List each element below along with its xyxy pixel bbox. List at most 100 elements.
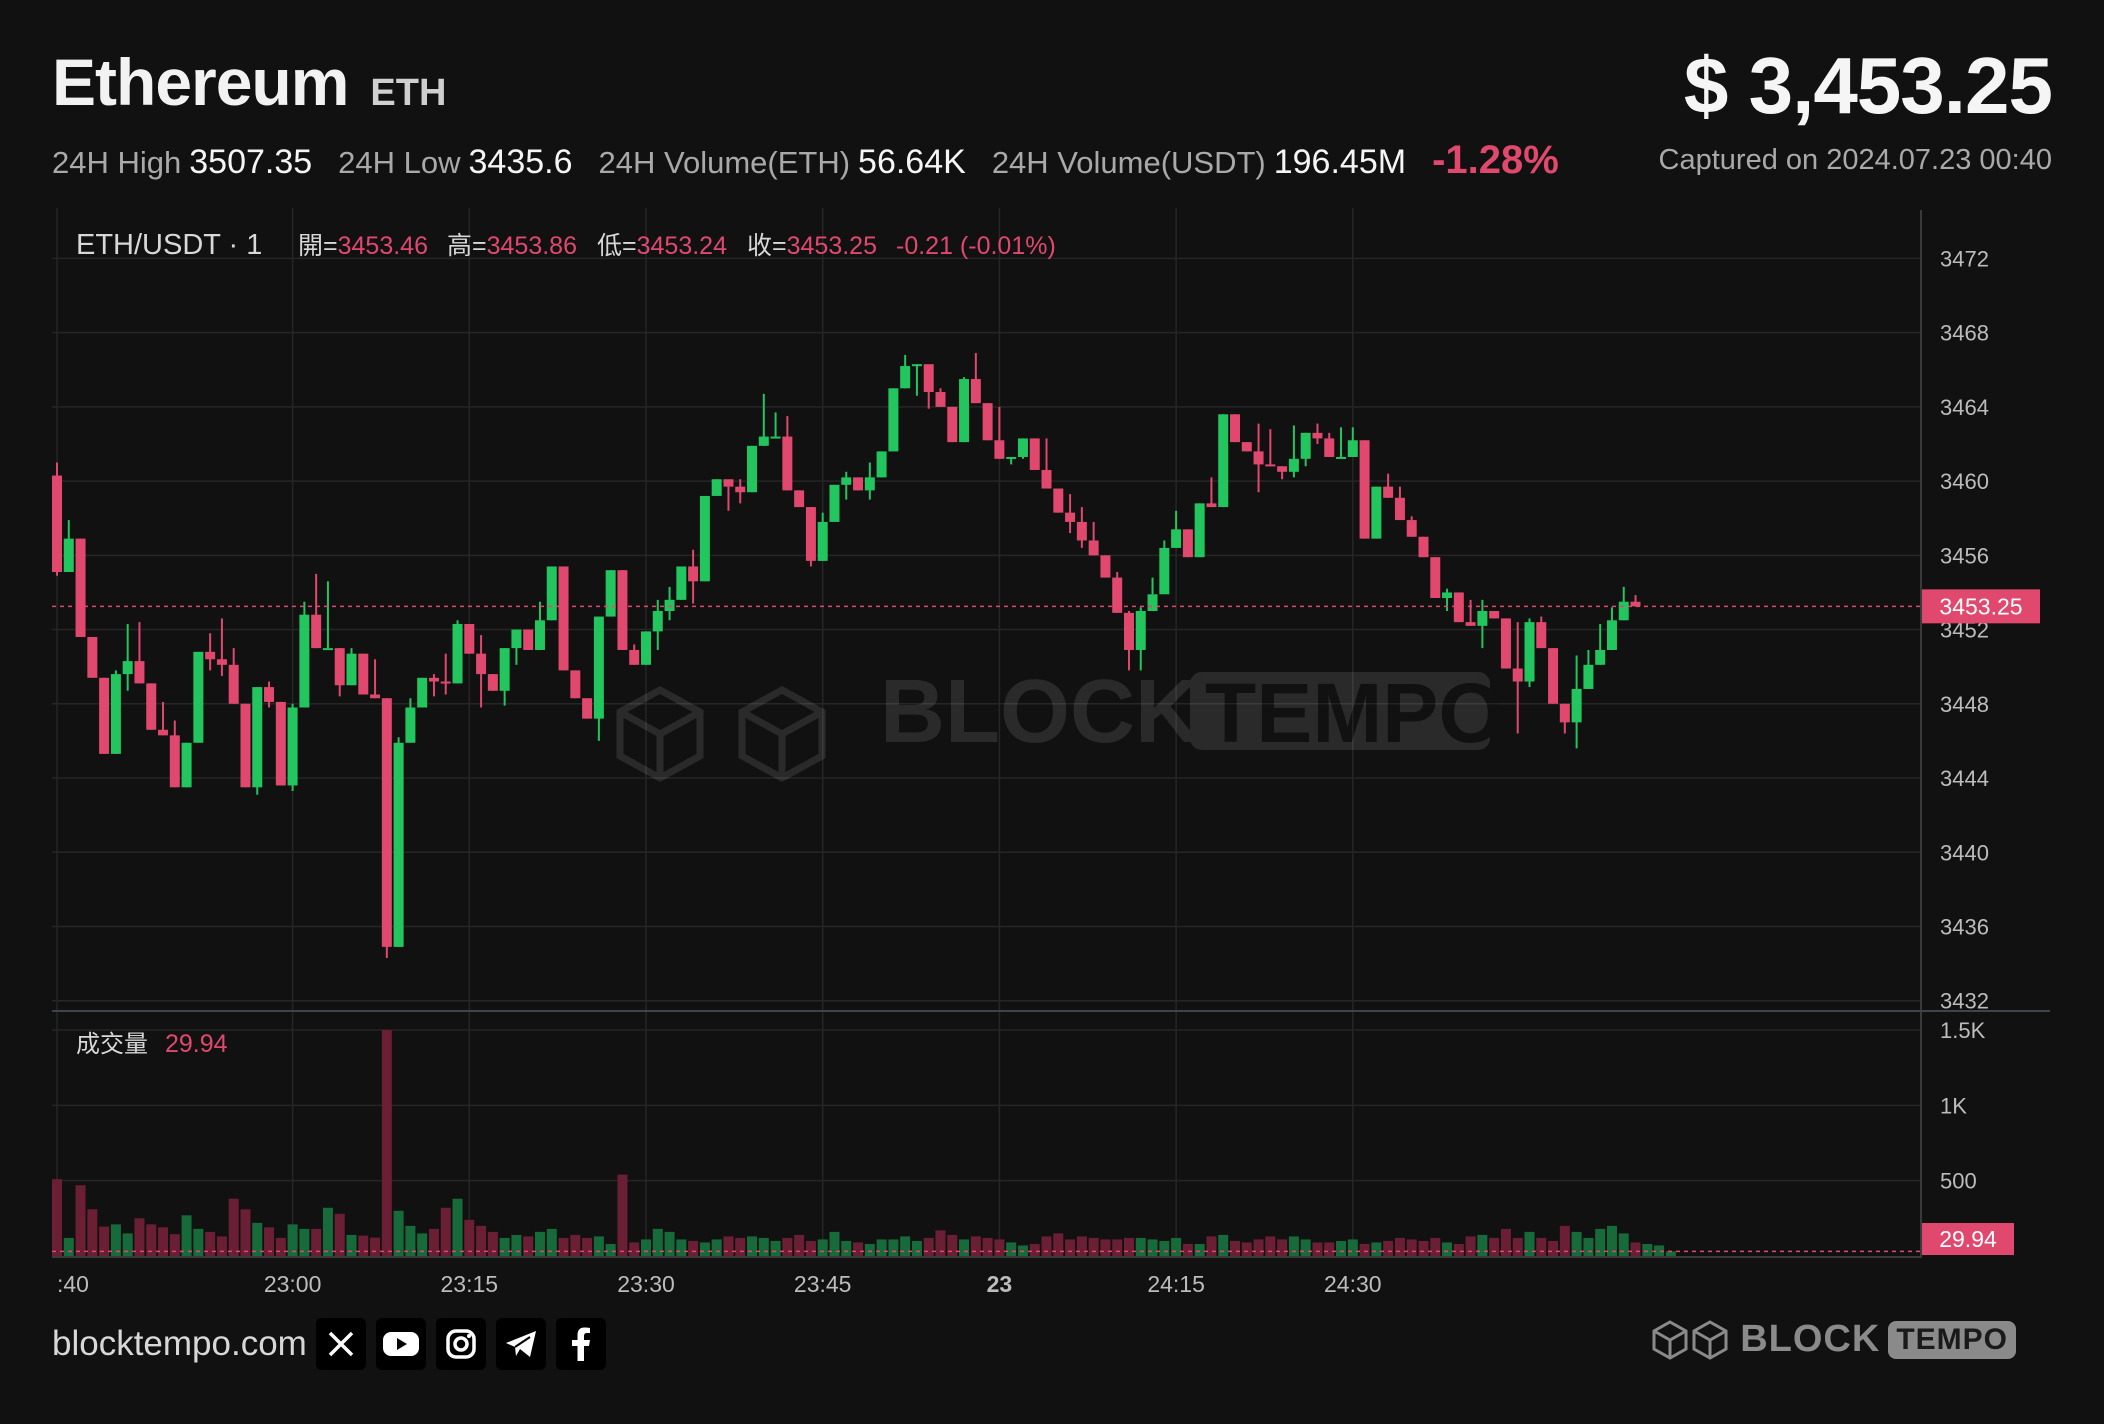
volume-bar bbox=[1571, 1231, 1582, 1256]
candle-body-down bbox=[275, 701, 286, 786]
youtube-icon[interactable] bbox=[376, 1318, 426, 1370]
time-tick-label: 23:30 bbox=[617, 1271, 675, 1297]
volume-bar bbox=[994, 1239, 1005, 1256]
volume-bar bbox=[193, 1228, 204, 1256]
footer-brand-logo: BLOCK TEMPO bbox=[1652, 1318, 2016, 1361]
volume-bar bbox=[617, 1174, 628, 1256]
telegram-icon[interactable] bbox=[496, 1318, 546, 1370]
volume-bar bbox=[63, 1237, 74, 1256]
volume-bar bbox=[122, 1233, 133, 1256]
candle-body-up bbox=[499, 648, 510, 691]
candle-body-down bbox=[1465, 622, 1476, 626]
volume-bar bbox=[1218, 1234, 1229, 1256]
watermark-box: TEMPO bbox=[1205, 666, 1504, 760]
candle-body-down bbox=[334, 648, 345, 686]
candle-body-down bbox=[1123, 612, 1134, 650]
volume-bar bbox=[169, 1234, 180, 1256]
volume-bar bbox=[876, 1239, 887, 1256]
candle-body-up bbox=[711, 479, 722, 496]
candle-body-down bbox=[1076, 521, 1087, 541]
candle-body-up bbox=[652, 611, 663, 632]
candle-body-up bbox=[546, 566, 557, 621]
price-tick-label: 3444 bbox=[1940, 766, 1989, 791]
time-tick-label: 23:15 bbox=[441, 1271, 499, 1297]
volume-bar bbox=[1654, 1245, 1665, 1256]
footer-site[interactable]: blocktempo.com bbox=[52, 1324, 307, 1363]
volume-bar bbox=[346, 1234, 357, 1256]
candle-body-up bbox=[1524, 622, 1535, 682]
instagram-icon[interactable] bbox=[436, 1318, 486, 1370]
candle-body-down bbox=[688, 566, 699, 582]
volume-bar bbox=[1442, 1242, 1453, 1256]
candle-body-up bbox=[605, 570, 616, 617]
candle-body-down bbox=[1548, 648, 1559, 704]
volume-bar bbox=[1359, 1243, 1370, 1256]
volume-bar bbox=[1406, 1239, 1417, 1256]
volume-bar bbox=[110, 1224, 121, 1256]
candle-body-up bbox=[841, 477, 852, 485]
volume-bar bbox=[794, 1234, 805, 1256]
candle-body-up bbox=[110, 674, 121, 754]
volume-bar bbox=[829, 1231, 840, 1256]
candle-body-up bbox=[193, 651, 204, 743]
watermark-logo: BLOCK TEMPO bbox=[616, 662, 1504, 782]
price-tick-label: 3432 bbox=[1940, 989, 1989, 1014]
stat-label-high: 24H High bbox=[52, 145, 182, 180]
volume-bar bbox=[523, 1236, 534, 1256]
volume-bar bbox=[358, 1235, 369, 1256]
volume-tag bbox=[1922, 1223, 2014, 1255]
candle-body-down bbox=[782, 436, 793, 491]
x-icon[interactable] bbox=[316, 1318, 366, 1370]
candle-body-up bbox=[641, 631, 651, 665]
volume-bar bbox=[1642, 1243, 1653, 1256]
facebook-icon[interactable] bbox=[556, 1318, 606, 1370]
candle-body-up bbox=[534, 620, 545, 650]
volume-bar bbox=[393, 1210, 404, 1256]
volume-bar bbox=[158, 1227, 169, 1256]
candle-body-down bbox=[1500, 618, 1511, 669]
stat-value-volume-eth: 56.64K bbox=[858, 143, 966, 181]
candle-body-down bbox=[570, 670, 581, 699]
candle-body-up bbox=[1583, 664, 1594, 689]
volume-bar bbox=[853, 1242, 864, 1256]
candle-body-up bbox=[252, 687, 263, 788]
candle-body-up bbox=[181, 742, 192, 788]
candle-body-up bbox=[1347, 440, 1358, 457]
candle-body-down bbox=[1265, 464, 1276, 467]
volume-bar bbox=[1418, 1240, 1429, 1256]
volume-bar bbox=[841, 1240, 852, 1256]
volume-bar bbox=[1618, 1233, 1629, 1256]
volume-bar bbox=[546, 1228, 557, 1256]
legend-change: -0.21 (-0.01%) bbox=[896, 232, 1056, 260]
volume-bar bbox=[75, 1185, 86, 1256]
price-tick-label: 3472 bbox=[1940, 246, 1989, 271]
time-tick-label: 23:00 bbox=[264, 1271, 322, 1297]
candle-body-up bbox=[664, 599, 675, 611]
captured-timestamp: Captured on 2024.07.23 00:40 bbox=[1658, 144, 2052, 176]
volume-bar bbox=[1371, 1242, 1382, 1256]
stat-label-low: 24H Low bbox=[338, 145, 461, 180]
volume-bar bbox=[99, 1226, 110, 1256]
price-tag bbox=[1922, 589, 2040, 624]
volume-bar bbox=[205, 1231, 216, 1256]
candle-body-down bbox=[169, 735, 180, 788]
legend-close-value: 3453.25 bbox=[787, 232, 877, 260]
candle-body-down bbox=[994, 440, 1005, 459]
candle-body-down bbox=[370, 694, 381, 699]
volume-bar bbox=[711, 1239, 722, 1256]
volume-bar bbox=[275, 1237, 286, 1256]
candle-body-down bbox=[1512, 668, 1523, 682]
volume-tick-label: 1K bbox=[1940, 1093, 1967, 1118]
time-tick-label: 24:15 bbox=[1147, 1271, 1205, 1297]
legend-low-value: 3453.24 bbox=[637, 232, 727, 260]
volume-bar bbox=[1076, 1236, 1087, 1256]
candle-body-up bbox=[1171, 529, 1182, 548]
candle-body-down bbox=[87, 636, 98, 678]
price-tick-label: 3456 bbox=[1940, 543, 1989, 568]
volume-bar bbox=[511, 1234, 522, 1256]
volume-bar bbox=[452, 1198, 463, 1256]
candle-body-up bbox=[676, 566, 687, 600]
volume-bar bbox=[1171, 1237, 1182, 1256]
volume-bar bbox=[735, 1237, 746, 1256]
